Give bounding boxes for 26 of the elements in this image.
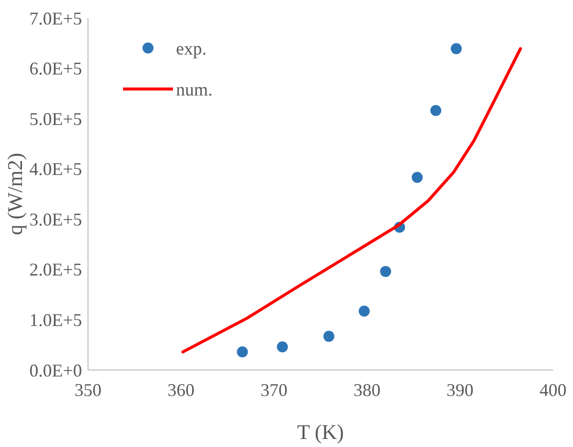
y-tick-label: 1.0E+5: [29, 310, 82, 330]
x-tick-label: 400: [540, 380, 566, 400]
legend-label: num.: [176, 79, 213, 100]
y-axis-title: q (W/m2): [3, 152, 27, 236]
point: [380, 266, 392, 277]
x-tick-label: 370: [260, 380, 288, 400]
point: [276, 341, 288, 352]
point: [430, 105, 442, 116]
x-tick-label: 350: [74, 380, 102, 400]
y-tick-label: 3.0E+5: [29, 209, 82, 230]
legend-label: exp.: [176, 38, 206, 58]
point: [450, 43, 462, 54]
y-tick-label: 0.0E+0: [29, 360, 82, 380]
point: [358, 306, 370, 317]
x-tick-label: 380: [354, 380, 380, 400]
y-tick-label: 6.0E+5: [29, 58, 82, 79]
point: [323, 330, 334, 342]
x-tick-label: 390: [446, 380, 474, 400]
y-tick-label: 4.0E+5: [29, 159, 82, 180]
point: [236, 346, 248, 358]
y-tick-label: 5.0E+5: [29, 108, 82, 129]
x-axis-title: T (K): [297, 420, 344, 444]
y-tick-label: 2.0E+5: [29, 260, 82, 280]
y-tick-label: 7.0E+5: [29, 8, 82, 28]
x-tick-label: 360: [168, 380, 194, 400]
point: [412, 172, 423, 183]
